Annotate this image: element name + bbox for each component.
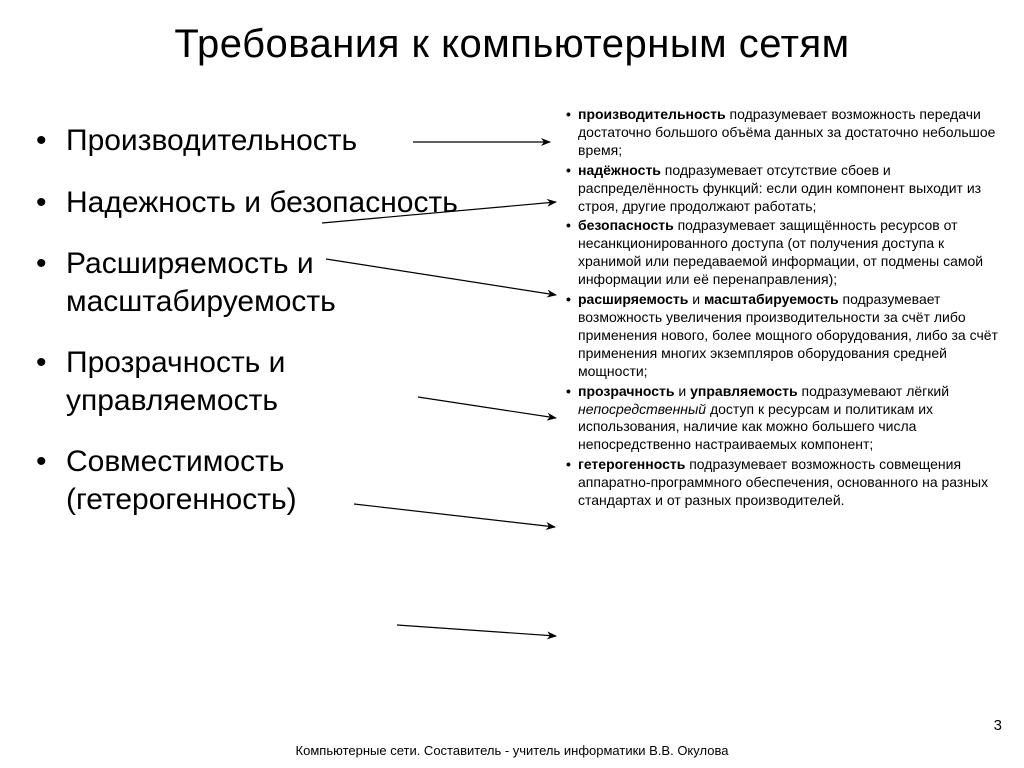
left-item-3: Прозрачность и управляемость	[30, 344, 500, 419]
left-item-0: Производительность	[30, 122, 500, 160]
left-item-2: Расширяемость и масштабируемость	[30, 245, 500, 320]
right-item-0: производительность подразумевает возможн…	[560, 106, 1000, 160]
right-item-4: прозрачность и управляемость подразумева…	[560, 383, 1000, 455]
right-item-3: расширяемость и масштабируемость подразу…	[560, 291, 1000, 381]
slide-title: Требования к компьютерным сетям	[0, 22, 1024, 67]
left-item-1: Надежность и безопасность	[30, 184, 500, 222]
page-number: 3	[994, 717, 1002, 734]
left-item-4: Совместимость (гетерогенность)	[30, 443, 500, 518]
right-item-1: надёжность подразумевает отсутствие сбое…	[560, 162, 1000, 216]
right-item-5: гетерогенность подразумевает возможность…	[560, 456, 1000, 510]
right-detail-list: производительность подразумевает возможн…	[560, 106, 1000, 512]
slide: Требования к компьютерным сетям Производ…	[0, 0, 1024, 768]
left-bullet-list: Производительность Надежность и безопасн…	[30, 122, 500, 542]
right-item-2: безопасность подразумевает защищённость …	[560, 217, 1000, 289]
footer-text: Компьютерные сети. Составитель - учитель…	[0, 743, 1024, 758]
